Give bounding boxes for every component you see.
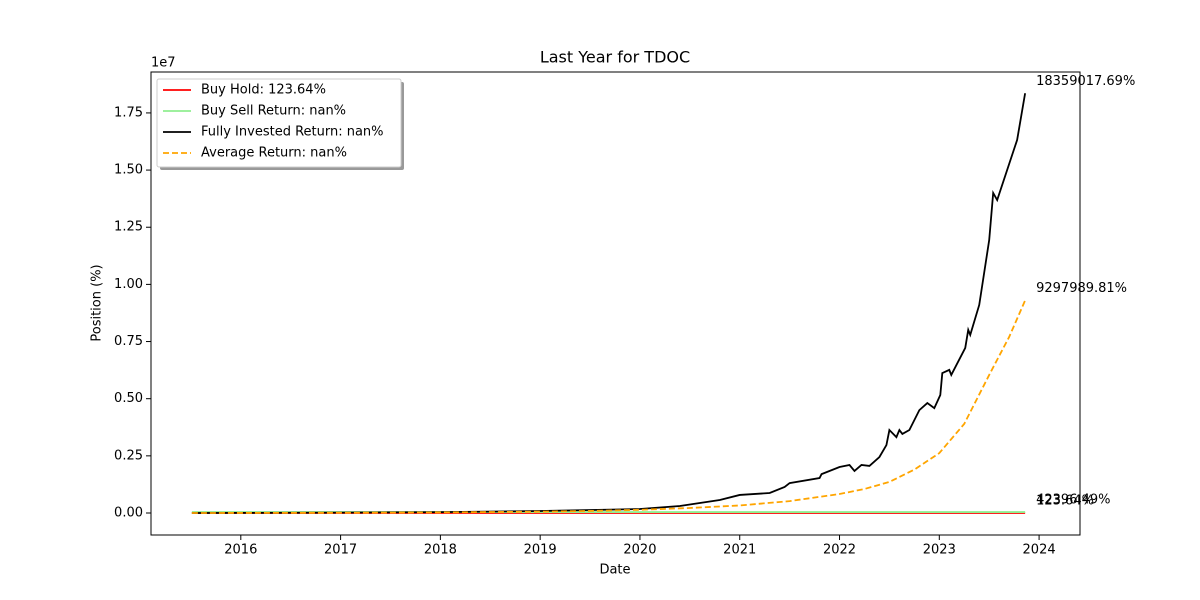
- legend-label: Buy Sell Return: nan%: [201, 104, 346, 119]
- legend-label: Fully Invested Return: nan%: [201, 125, 384, 140]
- y-offset-label: 1e7: [151, 56, 176, 71]
- x-tick-label: 2024: [1023, 543, 1056, 558]
- y-tick-label: 0.25: [114, 448, 143, 463]
- x-tick-label: 2021: [723, 543, 756, 558]
- legend-label: Buy Hold: 123.64%: [201, 83, 326, 98]
- end-label: 9297989.81%: [1036, 281, 1127, 296]
- y-tick-label: 1.00: [114, 277, 143, 292]
- legend-box: [156, 78, 402, 168]
- x-tick-label: 2022: [823, 543, 856, 558]
- legend: Buy Hold: 123.64% Buy Sell Return: nan% Fu…: [156, 78, 404, 170]
- plot-frame: [150, 71, 1081, 536]
- chart-title: Last Year for TDOC: [540, 48, 690, 67]
- legend-label: Average Return: nan%: [201, 146, 347, 161]
- y-tick-label: 1.25: [114, 220, 143, 235]
- x-tick-label: 2020: [623, 543, 656, 558]
- y-tick-label: 1.75: [114, 105, 143, 120]
- y-tick-label: 0.00: [114, 506, 143, 521]
- x-tick-label: 2017: [324, 543, 357, 558]
- x-tick-label: 2016: [224, 543, 257, 558]
- end-label: 42396.49%: [1036, 493, 1110, 508]
- y-tick-label: 1.50: [114, 163, 143, 178]
- x-tick-label: 2018: [424, 543, 457, 558]
- x-axis-label: Date: [599, 563, 630, 578]
- y-tick-label: 0.75: [114, 334, 143, 349]
- x-tick-label: 2023: [923, 543, 956, 558]
- end-label: 18359017.69%: [1036, 74, 1135, 89]
- y-tick-label: 0.50: [114, 391, 143, 406]
- x-tick-label: 2019: [524, 543, 557, 558]
- y-axis-label: Position (%): [90, 264, 105, 341]
- series-line: [191, 93, 1027, 514]
- series-line: [191, 300, 1026, 514]
